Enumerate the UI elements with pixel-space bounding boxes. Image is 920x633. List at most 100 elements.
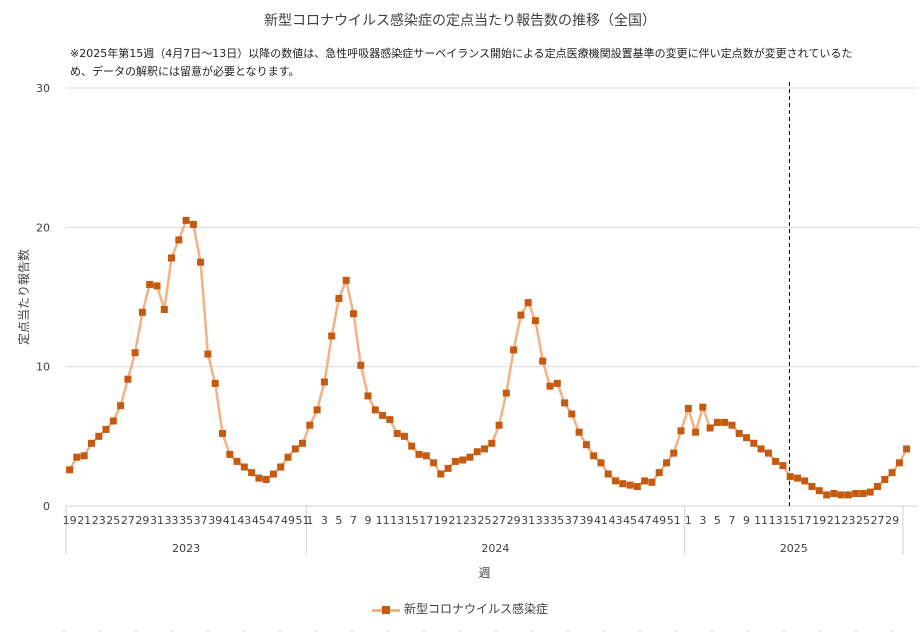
bottom-dot (63, 630, 65, 632)
data-point (706, 424, 714, 432)
grid-lines (66, 87, 918, 507)
data-point (328, 332, 336, 340)
data-point (371, 406, 379, 414)
data-point (633, 483, 641, 490)
data-point (481, 445, 488, 453)
year-label: 2024 (481, 542, 509, 555)
x-tick-label: 27 (871, 514, 885, 527)
x-tick-label: 19 (63, 514, 77, 527)
x-tick-label: 47 (638, 514, 652, 527)
x-tick-label: 23 (841, 514, 855, 527)
data-point (808, 483, 816, 490)
data-point (757, 445, 765, 453)
x-tick-label: 25 (478, 514, 492, 527)
x-tick-label: 21 (77, 514, 91, 527)
bottom-dot (279, 630, 281, 632)
x-tick-label: 5 (335, 514, 342, 527)
data-point (291, 445, 299, 453)
x-tick-label: 21 (827, 514, 841, 527)
x-tick-label: 31 (150, 514, 164, 527)
data-point (502, 389, 510, 397)
data-series (66, 216, 911, 499)
data-point (852, 490, 860, 497)
data-point (844, 491, 852, 499)
x-tick-label: 1 (685, 514, 692, 527)
data-point (488, 439, 496, 447)
x-tick-label: 29 (507, 514, 521, 527)
data-point (73, 453, 81, 461)
year-label: 2023 (172, 542, 200, 555)
x-tick-label: 29 (135, 514, 149, 527)
x-tick-label: 43 (609, 514, 623, 527)
data-point (393, 430, 401, 437)
data-point (794, 474, 801, 482)
data-point (524, 299, 532, 307)
data-point (815, 487, 823, 495)
data-point (182, 216, 190, 224)
bottom-dot (567, 630, 569, 632)
data-point (837, 491, 845, 499)
data-point (80, 452, 88, 460)
x-tick-label: 5 (714, 514, 721, 527)
x-tick-label: 9 (743, 514, 750, 527)
bottom-dot (603, 630, 605, 632)
data-point (277, 463, 285, 471)
data-point (495, 421, 503, 429)
bottom-dot (207, 630, 209, 632)
bottom-dot (387, 630, 389, 632)
data-point (320, 378, 328, 386)
data-point (561, 399, 569, 407)
data-point (735, 430, 743, 437)
data-point (269, 470, 277, 478)
data-point (66, 466, 74, 474)
data-point (451, 457, 459, 465)
x-tick-label: 3 (321, 514, 328, 527)
bottom-dot (819, 630, 821, 632)
data-point (364, 392, 372, 400)
x-tick-label: 33 (536, 514, 550, 527)
x-tick-label: 7 (350, 514, 357, 527)
x-tick-label: 37 (565, 514, 579, 527)
data-point (699, 403, 707, 411)
data-point (313, 406, 321, 414)
x-tick-label: 15 (405, 514, 419, 527)
data-point (430, 459, 438, 467)
legend: 新型コロナウイルス感染症 (0, 600, 920, 617)
bottom-dot (99, 630, 101, 632)
bottom-dot (891, 630, 893, 632)
x-tick-label: 39 (579, 514, 593, 527)
x-tick-label: 39 (208, 514, 222, 527)
x-tick-label: 13 (769, 514, 783, 527)
data-point (604, 470, 612, 478)
chart-note: ※2025年第15週（4月7日〜13日）以降の数値は、急性呼吸器感染症サーベイラ… (70, 47, 853, 78)
bottom-dot (675, 630, 677, 632)
data-point (612, 477, 619, 485)
x-tick-label: 41 (223, 514, 237, 527)
data-point (124, 375, 132, 383)
data-point (539, 357, 547, 365)
data-point (88, 439, 95, 447)
x-tick-label: 41 (594, 514, 608, 527)
data-point (568, 410, 576, 418)
year-label: 2025 (780, 542, 808, 555)
data-point (219, 430, 226, 437)
data-point (641, 477, 649, 485)
data-point (422, 452, 430, 460)
x-tick-label: 23 (463, 514, 477, 527)
x-tick-label: 23 (92, 514, 106, 527)
legend-line-marker-icon (371, 605, 400, 615)
data-point (874, 483, 881, 490)
data-point (619, 480, 627, 488)
data-point (306, 421, 314, 429)
x-tick-label: 37 (194, 514, 208, 527)
data-point (655, 469, 663, 477)
bottom-dot (747, 630, 749, 632)
data-point (743, 434, 750, 442)
bottom-dot (531, 630, 533, 632)
x-tick-label: 51 (296, 514, 310, 527)
data-point (728, 421, 736, 429)
data-point (750, 439, 758, 447)
data-point (160, 306, 168, 313)
